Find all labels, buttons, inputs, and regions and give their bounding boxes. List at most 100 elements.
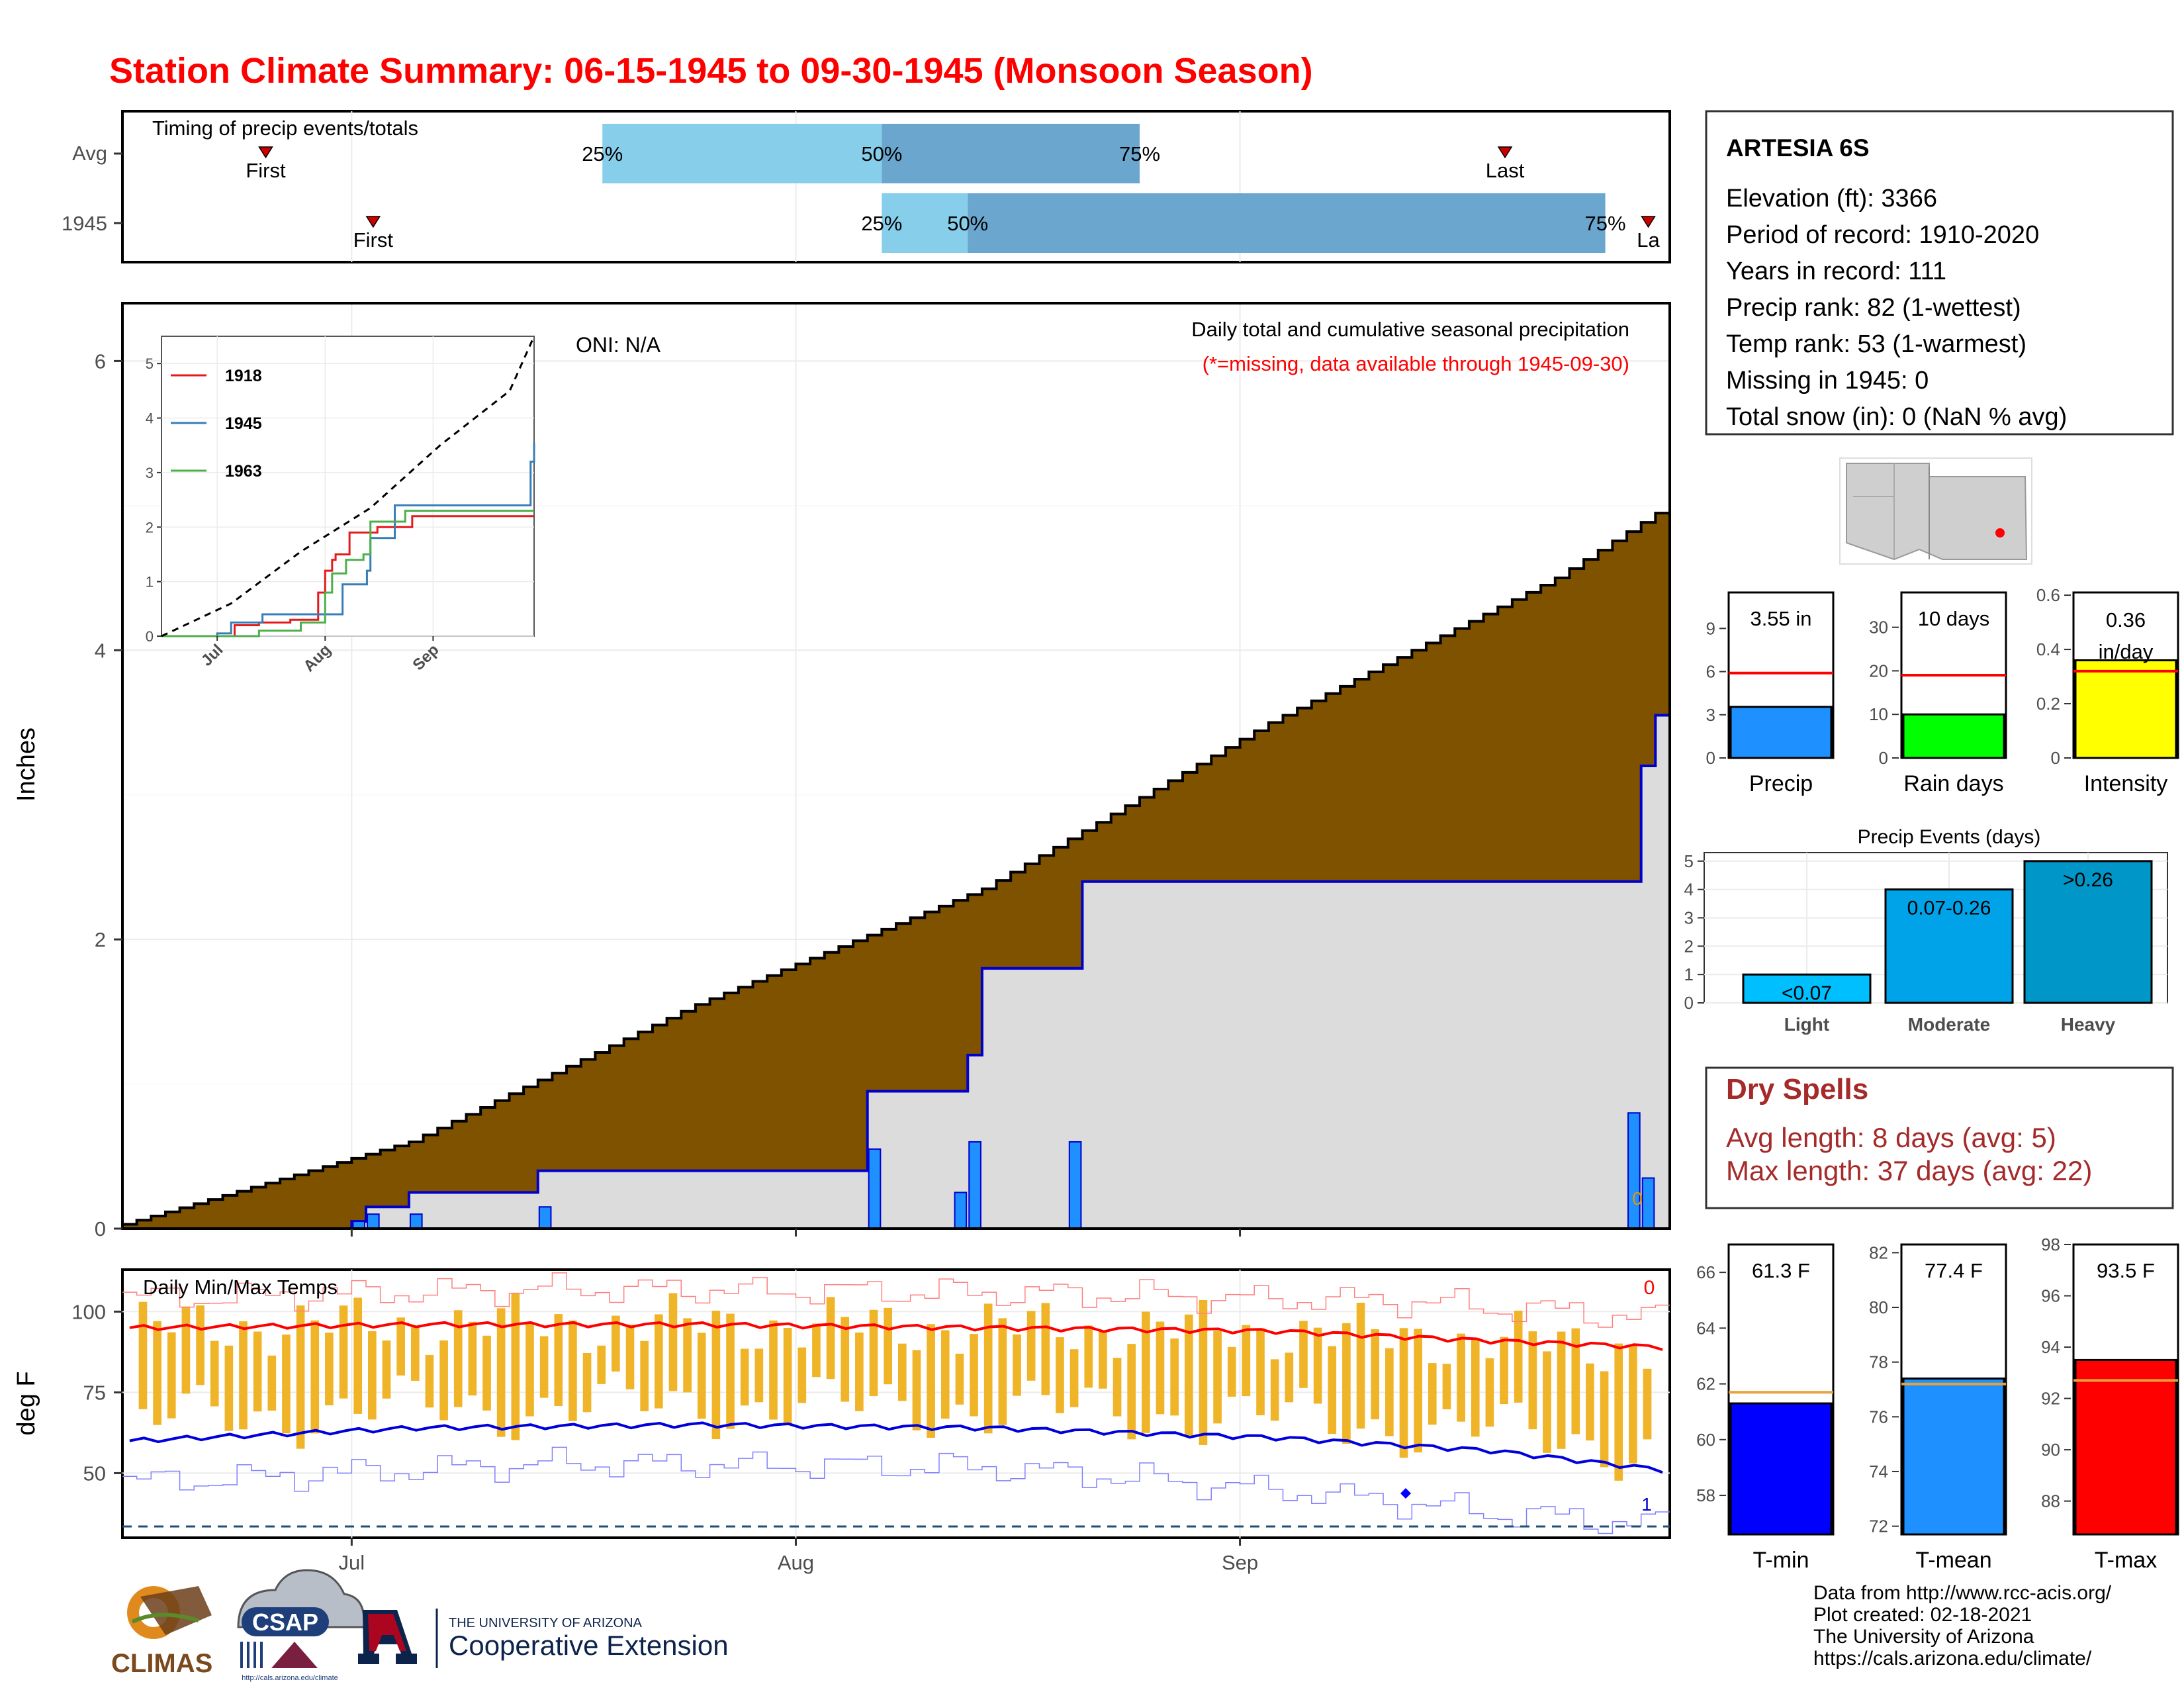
daily-temp-range-bar [239, 1321, 248, 1430]
inset-ytick-label: 1 [146, 574, 154, 590]
summary-value-label: in/day [2099, 640, 2154, 663]
inset-series-line [161, 515, 534, 637]
record_max-line [122, 1272, 1670, 1328]
station-missing: Missing in 1945: 0 [1726, 367, 1929, 395]
daily-temp-range-bar [296, 1305, 305, 1449]
daily-temp-range-bar [1199, 1299, 1208, 1445]
last-event-marker [1497, 146, 1513, 159]
summary-value-bar [1729, 706, 1833, 759]
daily-temp-range-bar [1514, 1310, 1523, 1403]
daily-temp-range-bar [425, 1354, 434, 1408]
daily-temp-range-bar [754, 1348, 764, 1403]
daily-temp-range-bar [1629, 1345, 1637, 1464]
daily-temp-range-bar [1156, 1321, 1165, 1415]
dry-spells-title: Dry Spells [1726, 1073, 1868, 1105]
summary-ytick-label: 76 [1869, 1407, 1888, 1427]
summary-value-label: 0.36 [2106, 608, 2146, 632]
daily-temp-range-bar [1385, 1348, 1394, 1436]
daily-temp-range-bar [927, 1324, 935, 1438]
first-event-marker [365, 216, 381, 228]
daily-temp-range-bar [582, 1353, 592, 1413]
daily-temp-range-bar [812, 1323, 821, 1378]
timing-row-label-avg: Avg [72, 142, 107, 165]
summary-ytick-label: 66 [1696, 1262, 1715, 1282]
summary-ytick-label: 0 [2051, 748, 2060, 768]
daily-temp-range-bar [612, 1315, 620, 1372]
dry-spells-max: Max length: 37 days (avg: 22) [1726, 1155, 2092, 1186]
daily-temp-range-bar [640, 1340, 649, 1411]
temp-xtick-label: Jul [339, 1551, 365, 1574]
record-low-marker [1400, 1488, 1411, 1499]
ua-logo-bottom: Cooperative Extension [449, 1630, 729, 1661]
daily-temp-range-bar [683, 1318, 692, 1393]
station-elevation: Elevation (ft): 3366 [1726, 185, 1937, 212]
dry-spells-box: Dry Spells Avg length: 8 days (avg: 5) M… [1705, 1066, 2174, 1209]
daily-temp-range-bar [210, 1340, 219, 1407]
daily-temp-range-bar [1399, 1328, 1408, 1458]
summary-category-label: Rain days [1903, 771, 2003, 796]
daily-temp-range-bar [167, 1332, 176, 1419]
inset-legend-label: 1918 [225, 367, 262, 385]
footer-plot-created: Plot created: 02-18-2021 [1813, 1604, 2032, 1626]
temp-ytick-label: 100 [71, 1300, 106, 1323]
summary-ytick-label: 62 [1696, 1374, 1715, 1394]
daily-temp-range-bar [138, 1301, 148, 1409]
events-ytick-label: 3 [1684, 908, 1694, 928]
station-temp-rank: Temp rank: 53 (1-warmest) [1726, 330, 2026, 358]
summary-ytick-label: 98 [2041, 1235, 2060, 1254]
summary-ytick-label: 0 [1879, 748, 1888, 768]
events-ytick-label: 5 [1684, 851, 1694, 871]
daily-temp-range-bar [1643, 1368, 1652, 1440]
inset-ytick-label: 3 [146, 465, 154, 481]
station-period: Period of record: 1910-2020 [1726, 221, 2039, 249]
climas-logo-text: CLIMAS [111, 1649, 212, 1678]
footer-url: https://cals.arizona.edu/climate/ [1813, 1648, 2092, 1669]
daily-temp-range-bar [983, 1303, 993, 1434]
summary-ytick-label: 20 [1869, 661, 1888, 680]
inset-ytick-label: 2 [146, 519, 154, 536]
precip-ytick-label: 0 [95, 1217, 106, 1241]
temp-ylabel: deg F [13, 1371, 40, 1435]
daily-temp-range-bar [711, 1310, 721, 1440]
events-bar-label: <0.07 [1782, 982, 1832, 1004]
summary-ytick-label: 30 [1869, 618, 1888, 637]
events-bar [2023, 860, 2153, 1004]
daily-temp-range-bar [224, 1345, 234, 1431]
daily-precip-bar [868, 1148, 882, 1229]
daily-temp-range-bar [912, 1350, 921, 1430]
daily-temp-range-bar [482, 1335, 491, 1411]
summary-ytick-label: 9 [1706, 618, 1715, 638]
first-event-marker [258, 146, 273, 159]
dry-spells-avg: Avg length: 8 days (avg: 5) [1726, 1122, 2056, 1153]
summary-category-label: Precip [1749, 771, 1813, 796]
station-snow: Total snow (in): 0 (NaN % avg) [1726, 403, 2067, 431]
daily-temp-range-bar [884, 1307, 892, 1385]
year-cumulative-line [122, 714, 1670, 1230]
inset-ytick-label: 0 [146, 628, 154, 645]
daily-temp-range-bar [1242, 1325, 1251, 1397]
inset-ytick-label: 4 [146, 410, 154, 427]
daily-temp-range-bar [783, 1328, 792, 1426]
station-info-box: ARTESIA 6S Elevation (ft): 3366 Period o… [1705, 110, 2174, 436]
csap-logo-url: http://cals.arizona.edu/climate [242, 1674, 338, 1682]
daily-temp-range-bar [826, 1297, 835, 1380]
daily-temp-range-bar [1270, 1359, 1279, 1421]
events-bar [1884, 888, 2014, 1004]
daily-temp-range-bar [1571, 1328, 1580, 1434]
daily-temp-range-bar [310, 1320, 320, 1434]
summary-value-bar [2074, 659, 2177, 759]
locator-map [1839, 457, 2032, 565]
avg_max-line [129, 1321, 1663, 1351]
daily-temp-range-bar [740, 1348, 749, 1406]
daily-temp-range-bar [1069, 1349, 1079, 1407]
daily-temp-range-bar [1428, 1363, 1437, 1425]
daily-temp-range-bar [1557, 1331, 1566, 1449]
daily-temp-range-bar [1328, 1346, 1337, 1434]
station-precip-rank: Precip rank: 82 (1-wettest) [1726, 294, 2021, 322]
ua-logo-top: THE UNIVERSITY OF ARIZONA [449, 1616, 643, 1630]
daily-temp-range-bar [1084, 1325, 1093, 1388]
inset-ytick-label: 5 [146, 355, 154, 372]
daily-temp-range-bar [282, 1335, 291, 1434]
summary-value-bar [1902, 1377, 2005, 1536]
year-cumulative-area [122, 715, 1670, 1229]
